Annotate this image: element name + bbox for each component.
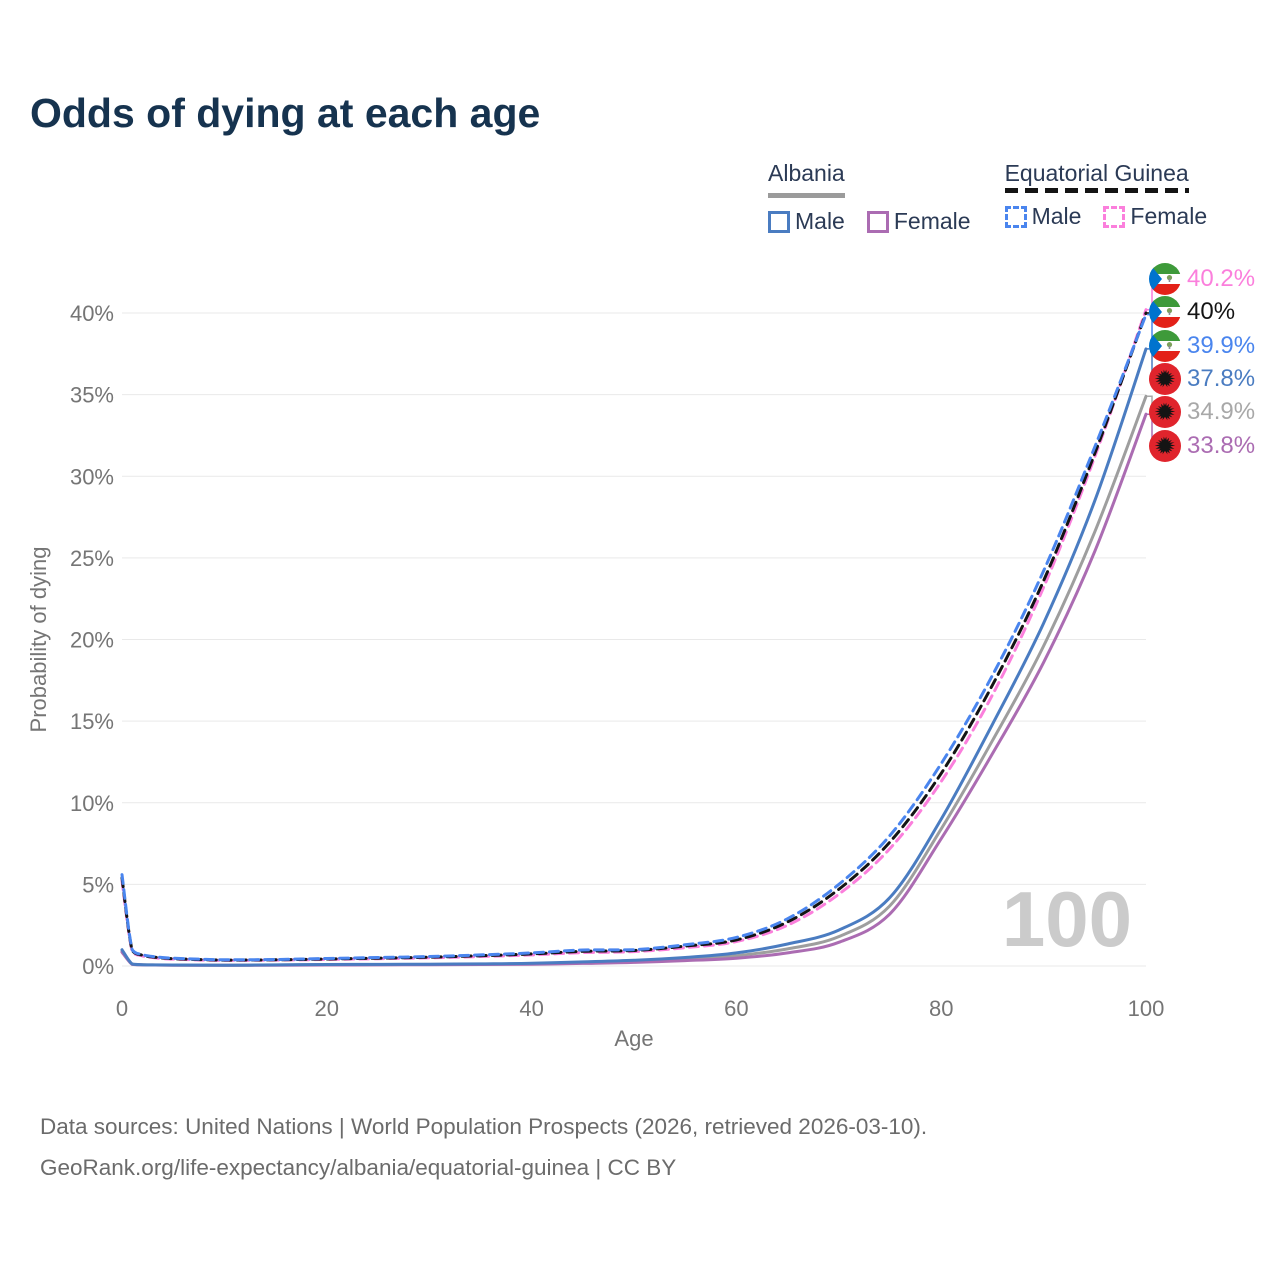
age-counter-watermark: 100: [1002, 875, 1132, 963]
y-tick-15%: 15%: [70, 709, 114, 734]
legend-items-equatorial-guinea: Male Female: [1004, 203, 1207, 230]
equatorial-guinea-flag-icon: [1149, 263, 1181, 295]
legend-item-label: Female: [1130, 203, 1208, 229]
albania-flag-icon: [1149, 430, 1181, 462]
legend-title-albania[interactable]: Albania: [768, 160, 845, 198]
x-axis-title: Age: [614, 1026, 653, 1051]
y-tick-5%: 5%: [82, 872, 114, 897]
y-axis-title: Probability of dying: [26, 547, 51, 733]
legend: Albania Male Female Equatorial Guinea Ma…: [768, 160, 1207, 235]
y-tick-30%: 30%: [70, 464, 114, 489]
end-label-value: 37.8%: [1187, 364, 1256, 392]
legend-group-albania: Albania Male Female: [768, 160, 971, 235]
line-eq-guinea-total: [120, 311, 1148, 962]
eq-guinea-female-swatch: [1103, 205, 1126, 228]
x-tick-40: 40: [519, 996, 543, 1021]
y-tick-10%: 10%: [70, 791, 114, 816]
end-label-gq-40%: 40%: [1149, 295, 1235, 328]
line-albania-total: [120, 394, 1148, 967]
legend-item-eq-guinea-female[interactable]: Female: [1103, 203, 1207, 230]
end-label-al-33.8%: 33.8%: [1149, 429, 1255, 462]
end-label-value: 39.9%: [1187, 331, 1256, 359]
line-albania-male: [120, 347, 1148, 967]
line-eq-guinea-male: [120, 313, 1148, 962]
x-tick-20: 20: [315, 996, 339, 1021]
y-tick-25%: 25%: [70, 546, 114, 571]
line-eq-guinea-female: [120, 308, 1148, 962]
albania-female-swatch: [866, 210, 889, 233]
y-tick-35%: 35%: [70, 383, 114, 408]
legend-group-equatorial-guinea: Equatorial Guinea Male Female: [1004, 160, 1207, 235]
x-tick-100: 100: [1128, 996, 1165, 1021]
y-tick-0%: 0%: [82, 954, 114, 979]
end-label-value: 33.8%: [1187, 431, 1256, 459]
legend-item-label: Female: [893, 208, 971, 234]
end-label-value: 34.9%: [1187, 397, 1256, 425]
end-label-gq-40.2%: 40.2%: [1149, 262, 1255, 295]
legend-item-albania-male[interactable]: Male: [768, 208, 845, 235]
end-label-value: 40%: [1187, 297, 1236, 325]
footer-line-1: Data sources: United Nations | World Pop…: [40, 1114, 928, 1139]
legend-item-label: Male: [795, 208, 845, 234]
end-label-al-37.8%: 37.8%: [1149, 362, 1255, 395]
legend-title-equatorial-guinea[interactable]: Equatorial Guinea: [1004, 160, 1189, 193]
mortality-line-chart: 100 0% 5% 10% 15% 20% 25% 30% 35% 40% 0 20 40 60 80 100…: [26, 277, 1165, 1051]
y-tick-20%: 20%: [70, 628, 114, 653]
albania-flag-icon: [1149, 396, 1181, 428]
albania-flag-icon: [1149, 363, 1181, 395]
legend-item-albania-female[interactable]: Female: [866, 208, 971, 235]
page-title: Odds of dying at each age: [30, 90, 541, 136]
x-tick-80: 80: [929, 996, 953, 1021]
equatorial-guinea-flag-icon: [1149, 330, 1181, 362]
line-albania-female: [120, 412, 1148, 967]
y-tick-40%: 40%: [70, 301, 114, 326]
x-tick-0: 0: [116, 996, 128, 1021]
eq-guinea-male-swatch: [1004, 205, 1027, 228]
data-source-footer: Data sources: United Nations | World Pop…: [40, 1106, 927, 1188]
end-label-al-34.9%: 34.9%: [1149, 395, 1255, 428]
end-label-gq-39.9%: 39.9%: [1149, 329, 1255, 362]
legend-items-albania: Male Female: [768, 208, 971, 235]
x-tick-60: 60: [724, 996, 748, 1021]
end-label-value: 40.2%: [1187, 264, 1256, 292]
legend-item-eq-guinea-male[interactable]: Male: [1004, 203, 1082, 230]
legend-item-label: Male: [1031, 203, 1082, 229]
footer-line-2: GeoRank.org/life-expectancy/albania/equa…: [40, 1155, 677, 1180]
equatorial-guinea-flag-icon: [1149, 296, 1181, 328]
albania-male-swatch: [768, 210, 790, 233]
